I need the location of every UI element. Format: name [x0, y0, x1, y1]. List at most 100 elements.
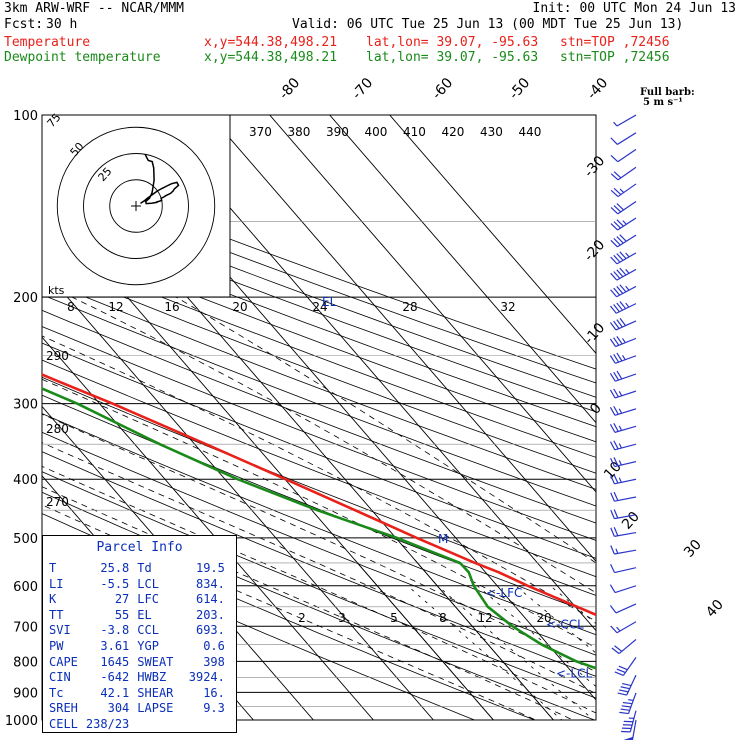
- parcel-info-row: SVI -3.8 CCL 693.: [43, 623, 236, 639]
- wind-barb-full: [613, 371, 620, 381]
- wind-barb-staff: [622, 657, 637, 676]
- wind-barb-staff: [614, 496, 637, 502]
- wind-barb: [609, 352, 637, 364]
- dry-adiabat: [42, 294, 596, 507]
- parcel-param-name: CELL: [49, 716, 78, 731]
- wind-barb-full: [609, 584, 616, 593]
- wind-barb-full: [619, 711, 629, 715]
- wind-barb-full: [616, 269, 624, 278]
- parcel-param-value: 25.8: [100, 561, 130, 575]
- theta-label: 420: [442, 125, 465, 139]
- wind-barb-full: [610, 173, 619, 181]
- wind-barb-full: [610, 545, 615, 555]
- wind-barb-full: [620, 686, 630, 690]
- wind-barb-staff: [617, 183, 637, 198]
- wind-barb-full: [613, 474, 619, 484]
- wind-barb-full: [610, 223, 618, 231]
- wind-barb-full: [610, 154, 619, 163]
- wind-barb-half: [625, 302, 630, 308]
- wind-barb-full: [616, 302, 623, 311]
- wind-barb: [614, 657, 637, 676]
- wind-barb-full: [613, 205, 622, 213]
- parcel-param-value: 693.: [195, 623, 225, 638]
- isotherm-line: [149, 115, 596, 632]
- moist-adiabat: [71, 296, 596, 594]
- parcel-param-name: TT: [49, 607, 64, 622]
- hodo-speed-label: 8: [67, 300, 75, 314]
- wind-barb-staff: [617, 166, 637, 181]
- wind-barb-full: [619, 284, 627, 293]
- parcel-param-value: 16.: [203, 685, 225, 700]
- wind-barb-half: [618, 460, 622, 466]
- wind-barb-full: [613, 440, 619, 450]
- wind-barb: [610, 284, 637, 298]
- theta-label: 410: [403, 125, 426, 139]
- isotherm-label: -50: [506, 75, 533, 103]
- dry-adiabat: [42, 166, 596, 370]
- hodo-speed-label: 32: [500, 300, 515, 314]
- wind-barb-staff: [615, 603, 637, 614]
- wind-barb: [610, 183, 637, 198]
- parcel-param-name: CAPE: [49, 654, 78, 669]
- pressure-tick-label: 800: [13, 655, 38, 670]
- wind-barb: [611, 639, 637, 655]
- parcel-param-value: 1645: [100, 654, 130, 669]
- pressure-tick-label: 400: [13, 473, 38, 488]
- wind-barb-staff: [629, 710, 637, 733]
- parcel-param-value: 55: [114, 607, 130, 622]
- dry-adiabat: [42, 431, 596, 656]
- wind-barb-full: [610, 207, 619, 215]
- wind-barb: [609, 440, 637, 451]
- wind-barb: [610, 217, 637, 231]
- wind-barb-full: [616, 219, 624, 227]
- wind-barb-full: [613, 320, 620, 329]
- level-mark-label: <-CCL: [546, 618, 584, 632]
- wind-barb-full: [609, 605, 617, 614]
- wind-barb-full: [618, 665, 628, 671]
- dewpoint-legend-xy: x,y=544.38,498.21: [204, 50, 338, 65]
- hodo-speed-label: 12: [108, 300, 123, 314]
- dry-adiabat: [42, 342, 596, 559]
- wind-barb-full: [613, 254, 621, 263]
- wind-barb-staff: [631, 719, 637, 740]
- pressure-tick-label: 700: [13, 620, 38, 635]
- parcel-info-row: Tc 42.1 SHEAR 16.: [43, 686, 236, 702]
- wind-barb: [619, 692, 637, 715]
- pressure-tick-label: 100: [13, 109, 38, 124]
- parcel-info-row: T 25.8 Td 19.5: [43, 561, 236, 577]
- parcel-param-value: -642: [100, 670, 130, 685]
- isotherm-line: [0, 115, 13, 720]
- wind-barb-full: [620, 708, 630, 711]
- wind-barb: [610, 527, 637, 537]
- parcel-param-value: 27: [114, 592, 130, 607]
- wind-barb-staff: [614, 585, 637, 594]
- wind-barb-full: [609, 406, 616, 416]
- wind-barb: [609, 317, 637, 331]
- wind-barb-staff: [617, 148, 637, 163]
- hodo-speed-label: 28: [402, 300, 417, 314]
- mixing-ratio-label: 2: [298, 611, 306, 625]
- wind-barb-full: [619, 251, 627, 260]
- wind-barb-half: [616, 626, 621, 632]
- parcel-param-value: -3.8: [100, 623, 130, 638]
- parcel-param-name: CCL: [137, 623, 159, 638]
- wind-barb-full: [610, 492, 615, 502]
- dry-adiabat: [42, 278, 596, 490]
- theta-e-label: 280: [46, 422, 69, 436]
- parcel-info-row: SREH 304 LAPSE 9.3: [43, 701, 236, 717]
- mixing-ratio-label: 12: [477, 611, 492, 625]
- wind-barb: [609, 388, 637, 399]
- wind-barb-full: [613, 237, 621, 246]
- dry-adiabat: [42, 376, 596, 596]
- parcel-param-name: SHEAR: [137, 685, 174, 700]
- moist-adiabat: [42, 442, 596, 695]
- wind-barb-flag: [623, 736, 634, 740]
- wind-barb-staff: [614, 567, 637, 574]
- wind-barb-full: [610, 289, 618, 298]
- parcel-param-value: 42.1: [100, 685, 130, 700]
- wind-barb-full: [610, 189, 619, 197]
- wind-barb: [610, 166, 637, 181]
- wind-barb: [623, 719, 637, 740]
- wind-barb: [610, 564, 637, 574]
- wind-barb-full: [613, 353, 620, 363]
